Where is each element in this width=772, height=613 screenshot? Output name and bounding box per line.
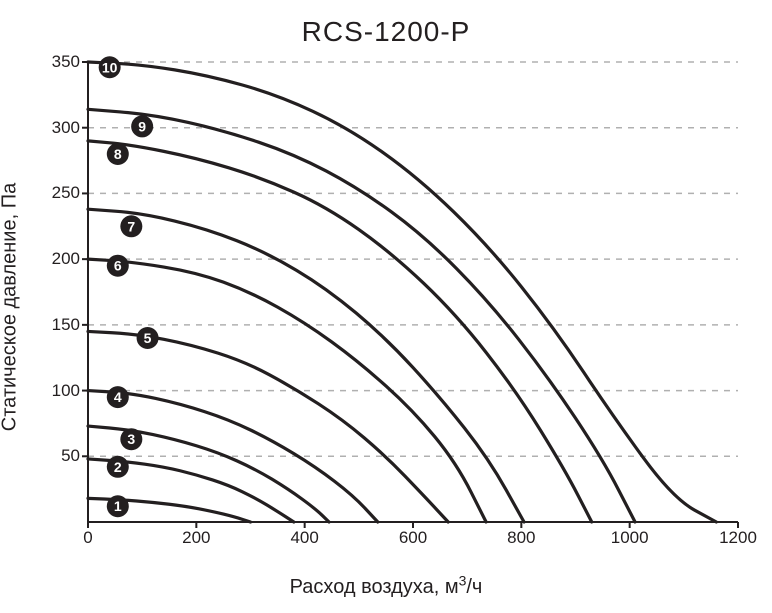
ytick-label: 300 [40,118,80,138]
xtick-label: 600 [399,528,427,548]
series-marker-label: 6 [114,258,122,274]
series-marker-5: 5 [137,327,159,349]
ytick-label: 250 [40,183,80,203]
plot-area: 1234567891050100150200250300350020040060… [88,62,738,522]
series-line-5 [88,331,448,522]
series-marker-label: 1 [114,498,122,514]
series-marker-8: 8 [107,143,129,165]
xtick-label: 800 [507,528,535,548]
series-marker-label: 9 [138,118,146,134]
chart-container: RCS-1200-P Статическое давление, Па Расх… [0,0,772,613]
series-marker-10: 10 [99,56,121,78]
ytick-label: 50 [40,446,80,466]
series-marker-1: 1 [107,495,129,517]
series-marker-4: 4 [107,386,129,408]
series-marker-3: 3 [120,428,142,450]
xtick-label: 1000 [611,528,649,548]
ytick-label: 150 [40,315,80,335]
series-line-7 [88,209,524,522]
x-axis-label-text: Расход воздуха, м3/ч [290,576,483,598]
series-marker-7: 7 [120,215,142,237]
series-marker-label: 4 [114,389,122,405]
y-axis-label: Статическое давление, Па [0,182,22,430]
xtick-label: 200 [182,528,210,548]
chart-svg: 12345678910 [88,62,738,522]
xtick-label: 0 [83,528,92,548]
series-line-8 [88,141,592,522]
ytick-label: 100 [40,381,80,401]
x-axis-label: Расход воздуха, м3/ч [0,572,772,599]
series-marker-label: 10 [102,59,118,75]
ytick-label: 350 [40,52,80,72]
series-marker-label: 2 [114,459,122,475]
series-marker-6: 6 [107,255,129,277]
series-marker-label: 3 [127,431,135,447]
xtick-label: 1200 [719,528,757,548]
series-marker-label: 7 [127,218,135,234]
series-marker-2: 2 [107,456,129,478]
ytick-label: 200 [40,249,80,269]
series-marker-label: 5 [144,330,152,346]
series-marker-9: 9 [131,115,153,137]
series-marker-label: 8 [114,146,122,162]
series-line-10 [88,62,716,522]
chart-title: RCS-1200-P [0,16,772,48]
xtick-label: 400 [290,528,318,548]
